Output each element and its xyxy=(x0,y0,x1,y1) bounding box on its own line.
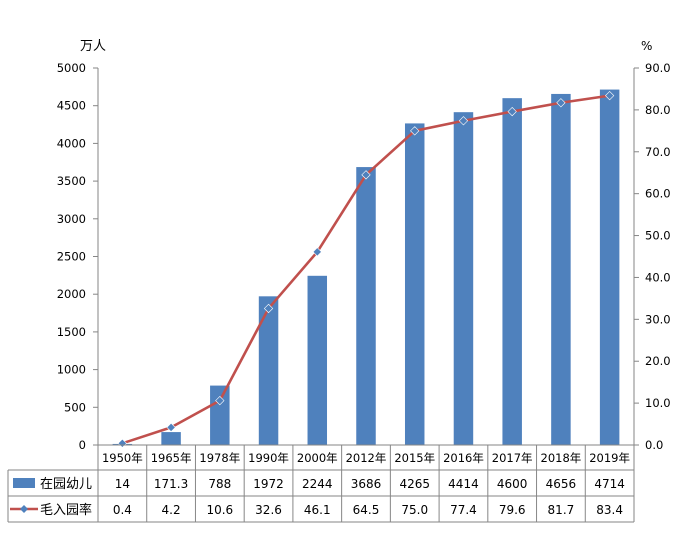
marker-1990年 xyxy=(263,303,274,314)
table-cell-毛入园率: 83.4 xyxy=(596,503,623,517)
x-tick-label: 2012年 xyxy=(346,451,387,465)
table-cell-毛入园率: 79.6 xyxy=(499,503,526,517)
y-right-tick-label: 80.0 xyxy=(645,103,671,117)
x-tick-label: 2018年 xyxy=(541,451,582,465)
bar-series xyxy=(112,89,620,446)
y-right-tick-label: 40.0 xyxy=(645,270,671,284)
legend-marker-swatch xyxy=(20,505,28,513)
y-left-tick-label: 2000 xyxy=(57,287,86,301)
y-right-tick-label: 60.0 xyxy=(645,187,671,201)
table-cell-在园幼儿: 2244 xyxy=(302,477,333,491)
table-cell-毛入园率: 75.0 xyxy=(401,503,428,517)
x-tick-label: 1978年 xyxy=(199,451,240,465)
bar-1978年 xyxy=(210,385,230,445)
y-axis-right-ticks: 0.0 10.0 20.0 30.0 40.0 50.0 60.0 70.0 80.0 90.0 xyxy=(634,61,671,452)
table-cell-在园幼儿: 4414 xyxy=(448,477,479,491)
marker-2018年 xyxy=(556,98,566,108)
y-right-tick-label: 10.0 xyxy=(645,396,671,410)
table-cell-在园幼儿: 4714 xyxy=(594,477,625,491)
y-left-tick-label: 3000 xyxy=(57,212,86,226)
table-cell-毛入园率: 77.4 xyxy=(450,503,477,517)
marker-1950年 xyxy=(117,438,127,448)
table-cell-毛入园率: 0.4 xyxy=(113,503,132,517)
table-cell-在园幼儿: 788 xyxy=(208,477,231,491)
bar-2000年 xyxy=(307,275,328,445)
marker-2016年 xyxy=(458,116,469,126)
table-cell-在园幼儿: 4265 xyxy=(399,477,430,491)
x-tick-label: 2015年 xyxy=(394,451,435,465)
y-right-tick-label: 90.0 xyxy=(645,61,671,75)
y-axis-right-unit: % xyxy=(641,39,652,53)
bar-1965年 xyxy=(161,432,181,445)
table-cell-毛入园率: 46.1 xyxy=(304,503,331,517)
line-series xyxy=(117,91,615,448)
table-cell-毛入园率: 32.6 xyxy=(255,503,282,517)
table-cell-在园幼儿: 171.3 xyxy=(154,477,188,491)
bar-2017年 xyxy=(502,98,522,445)
table-cell-在园幼儿: 4656 xyxy=(546,477,577,491)
data-table: 1950年 1965年 1978年 1990年 2000年 2012年 2015年 2016年… xyxy=(7,444,635,523)
bar-2016年 xyxy=(453,112,474,446)
y-left-tick-label: 5000 xyxy=(57,61,86,75)
x-tick-label: 1965年 xyxy=(151,451,192,465)
x-tick-label: 2016年 xyxy=(443,451,484,465)
y-left-tick-label: 1500 xyxy=(57,325,86,339)
legend-bar-swatch xyxy=(13,478,35,488)
legend-label-在园幼儿: 在园幼儿 xyxy=(40,477,92,492)
bar-2015年 xyxy=(404,123,425,445)
y-left-tick-label: 1000 xyxy=(57,363,86,377)
bar-2018年 xyxy=(551,93,571,446)
y-right-tick-label: 20.0 xyxy=(645,354,671,368)
x-tick-label: 2017年 xyxy=(492,451,533,465)
x-tick-label: 2019年 xyxy=(589,451,630,465)
bar-2019年 xyxy=(599,89,620,446)
table-cell-在园幼儿: 3686 xyxy=(351,477,382,491)
y-axis-left-ticks: 0 500 1000 1500 2000 2500 3000 3500 4000 4500 5000 xyxy=(57,61,98,452)
marker-1965年 xyxy=(166,422,176,433)
y-axis-left-unit: 万人 xyxy=(80,39,106,54)
table-cell-毛入园率: 81.7 xyxy=(548,503,575,517)
table-cell-毛入园率: 4.2 xyxy=(162,503,181,517)
table-cell-在园幼儿: 4600 xyxy=(497,477,528,491)
y-right-tick-label: 50.0 xyxy=(645,229,671,243)
bar-1990年 xyxy=(258,296,279,445)
table-cell-在园幼儿: 14 xyxy=(115,477,130,491)
y-left-tick-label: 2500 xyxy=(57,250,86,264)
marker-2012年 xyxy=(361,170,371,180)
y-left-tick-label: 500 xyxy=(64,400,86,414)
y-right-tick-label: 70.0 xyxy=(645,145,671,159)
table-cell-毛入园率: 64.5 xyxy=(353,503,380,517)
x-tick-label: 1950年 xyxy=(102,451,143,465)
table-cell-毛入园率: 10.6 xyxy=(206,503,233,517)
marker-2019年 xyxy=(605,91,615,101)
legend-label-毛入园率: 毛入园率 xyxy=(40,502,92,518)
y-right-tick-label: 30.0 xyxy=(645,312,671,326)
y-left-tick-label: 0 xyxy=(79,438,86,452)
y-left-tick-label: 4000 xyxy=(57,136,86,150)
marker-1978年 xyxy=(215,395,225,406)
marker-2017年 xyxy=(507,106,517,117)
axes xyxy=(97,68,635,445)
y-right-tick-label: 0.0 xyxy=(645,438,663,452)
marker-2000年 xyxy=(312,247,322,257)
y-left-tick-label: 4500 xyxy=(57,99,86,113)
x-tick-label: 2000年 xyxy=(297,451,338,465)
y-left-tick-label: 3500 xyxy=(57,174,86,188)
bar-2012年 xyxy=(356,167,376,445)
table-cell-在园幼儿: 1972 xyxy=(253,477,284,491)
x-tick-label: 1990年 xyxy=(248,451,289,465)
marker-2015年 xyxy=(410,126,420,136)
